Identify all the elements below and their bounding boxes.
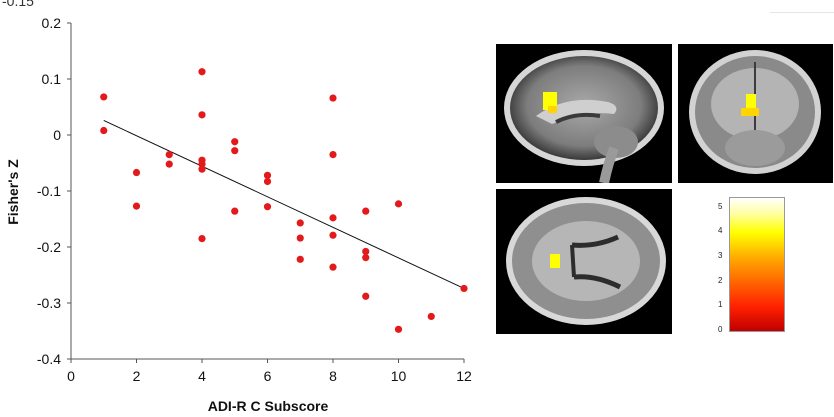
x-ticks: 0 2 4 6 8 10 12 [67, 359, 472, 384]
brain-axial-panel [496, 189, 672, 334]
clipped-tick-label: -0.15 [2, 0, 34, 9]
brain-sagittal-image [504, 50, 664, 183]
data-point [394, 325, 403, 333]
data-point [427, 312, 435, 321]
x-tick-label: 12 [456, 368, 472, 384]
colorbar-panel: 5 4 3 2 1 0 [678, 189, 833, 334]
data-point [460, 284, 468, 293]
data-point [100, 126, 108, 135]
trend-line [103, 119, 465, 289]
y-tick-label: 0 [53, 127, 61, 143]
brain-sagittal-panel [496, 44, 672, 183]
data-points [100, 68, 468, 333]
x-axis-title: ADI-R C Subscore [208, 398, 329, 414]
y-tick-label: -0.4 [37, 351, 61, 367]
y-axis-title: Fisher's Z [5, 159, 21, 225]
x-tick-label: 0 [67, 368, 75, 384]
x-tick-label: 6 [264, 368, 272, 384]
data-point [231, 147, 239, 155]
data-point [296, 234, 304, 242]
x-tick-label: 8 [329, 368, 337, 384]
data-point [198, 160, 206, 168]
data-point [329, 263, 337, 271]
brain-axial-image [506, 197, 666, 325]
corner-box [770, 0, 834, 13]
data-point [329, 214, 337, 222]
data-point [362, 254, 370, 262]
data-point [329, 94, 337, 102]
colorbar-tick-label: 5 [718, 201, 723, 211]
y-ticks: 0.2 0.1 0 -0.1 -0.2 -0.3 -0.4 [37, 15, 71, 367]
x-tick-label: 2 [133, 368, 141, 384]
data-point [362, 247, 370, 256]
y-tick-label: 0.2 [42, 15, 62, 31]
colorbar-tick-label: 4 [718, 226, 723, 236]
data-point [231, 138, 239, 146]
data-point [362, 292, 370, 300]
data-point [198, 111, 206, 119]
data-point [231, 207, 239, 215]
data-point [165, 151, 173, 159]
y-tick-label: -0.2 [37, 239, 61, 255]
x-tick-label: 4 [198, 368, 206, 384]
data-point [296, 219, 304, 227]
data-point [296, 255, 304, 263]
data-point [263, 171, 272, 179]
colorbar-tick-label: 1 [718, 300, 723, 310]
data-point [198, 165, 206, 173]
y-tick-label: -0.3 [37, 295, 61, 311]
colorbar-tick-label: 3 [718, 251, 723, 261]
data-point [362, 207, 370, 215]
colorbar-tick-label: 2 [718, 275, 723, 285]
data-point [263, 203, 272, 211]
data-point [132, 202, 141, 210]
brain-coronal-panel [678, 44, 833, 183]
colorbar-tick-label: 0 [718, 325, 723, 334]
y-tick-label: 0.1 [42, 71, 62, 87]
x-tick-label: 10 [391, 368, 407, 384]
data-point [329, 231, 337, 239]
data-point [165, 160, 173, 168]
data-point [263, 177, 272, 186]
data-point [100, 93, 108, 101]
data-point [198, 235, 206, 243]
data-point [329, 151, 337, 159]
y-tick-label: -0.1 [37, 183, 61, 199]
data-point [394, 200, 403, 208]
data-point [132, 168, 141, 177]
brain-coronal-image [689, 50, 821, 174]
colorbar [729, 197, 785, 332]
data-point [198, 68, 206, 76]
